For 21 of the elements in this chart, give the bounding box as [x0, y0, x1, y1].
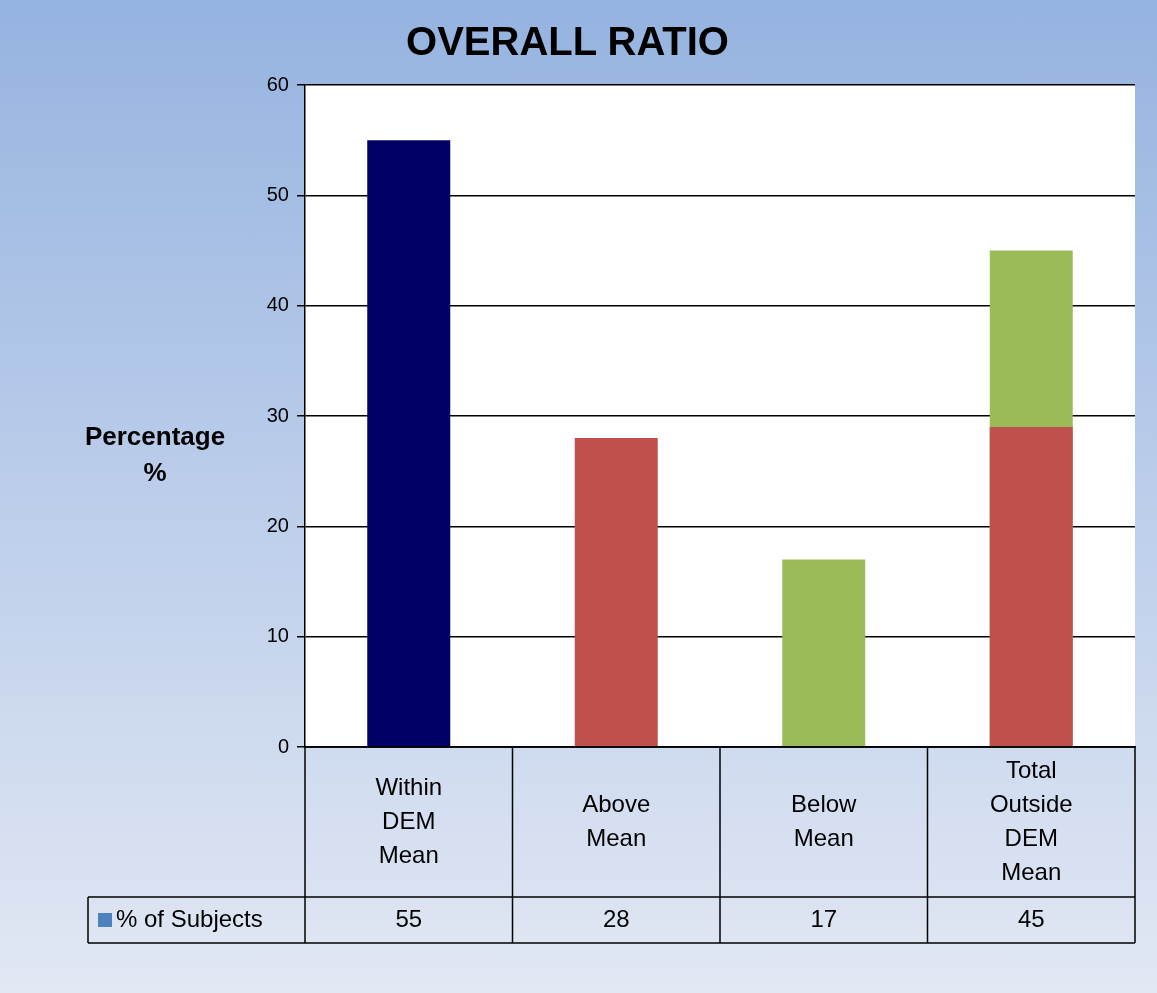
y-tick-label: 40: [266, 293, 289, 316]
data-label: 55: [395, 904, 423, 932]
data-label: 45: [1017, 904, 1045, 932]
y-tick-label: 0: [277, 734, 289, 757]
y-tick-label: 20: [266, 513, 289, 536]
y-tick-label: 50: [266, 182, 289, 205]
bar: [989, 427, 1073, 747]
chart-title: OVERALL RATIO: [406, 19, 729, 64]
data-label: 17: [810, 904, 838, 932]
x-tick-label: Below Mean: [791, 789, 858, 851]
bar: [782, 559, 866, 747]
y-tick-label: 60: [266, 72, 289, 95]
data-label: 28: [602, 904, 630, 932]
x-tick-label: Within DEM Mean: [375, 772, 443, 868]
text: % of Subjects: [116, 904, 263, 932]
y-axis-title: Percentage %: [84, 421, 226, 488]
x-tick-label: Total Outside DEM Mean: [989, 755, 1073, 885]
x-tick-label: Above Mean: [582, 789, 651, 851]
y-tick-label: 10: [266, 624, 289, 647]
bar: [367, 140, 451, 747]
y-tick-label: 30: [266, 403, 289, 426]
